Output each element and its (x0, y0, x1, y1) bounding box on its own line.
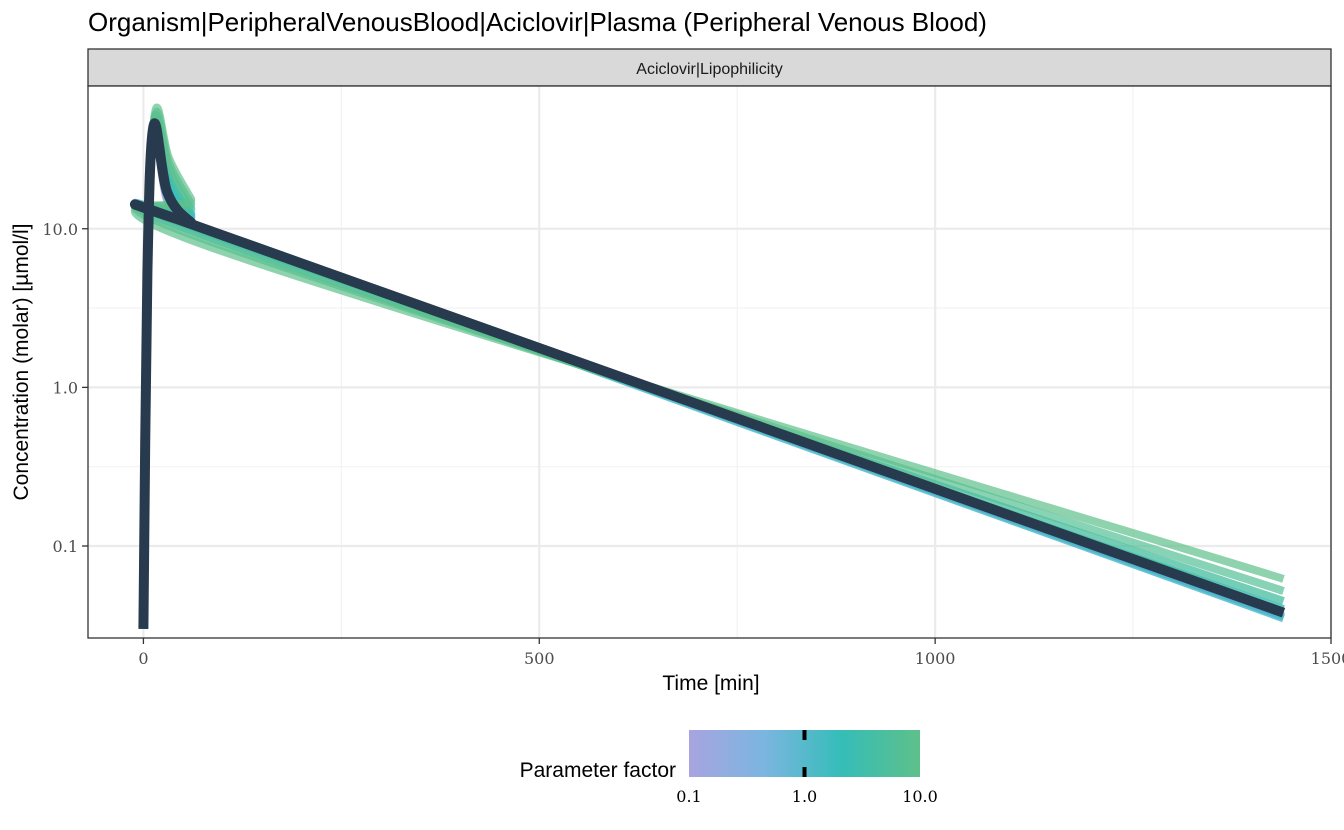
y-tick-label: 1.0 (53, 378, 78, 397)
series-layer (130, 103, 1286, 629)
x-axis-title: Time [min] (662, 672, 759, 695)
legend: Parameter factor 0.1 1.0 10.0 (520, 730, 938, 806)
legend-title: Parameter factor (520, 759, 676, 782)
y-tick-label: 10.0 (42, 220, 78, 239)
y-axis: 0.1 1.0 10.0 (42, 220, 88, 556)
y-tick-label: 0.1 (53, 537, 78, 556)
facet-label: Aciclovir|Lipophilicity (636, 61, 782, 78)
y-axis-title: Concentration (molar) [µmol/l] (10, 223, 33, 500)
legend-ticks: 0.1 1.0 10.0 (676, 730, 938, 806)
x-tick-label: 1000 (915, 649, 956, 668)
legend-tick-label: 0.1 (676, 787, 701, 806)
plot-panel-border (87, 85, 1332, 639)
facet-strip (87, 48, 1332, 87)
chart-title: Organism|PeripheralVenousBlood|Aciclovir… (88, 7, 987, 37)
legend-tick-label: 1.0 (792, 787, 817, 806)
series-line-reference (130, 118, 1286, 629)
x-tick-label: 500 (524, 649, 555, 668)
legend-tick-label: 10.0 (902, 787, 938, 806)
x-tick-label: 0 (138, 649, 148, 668)
